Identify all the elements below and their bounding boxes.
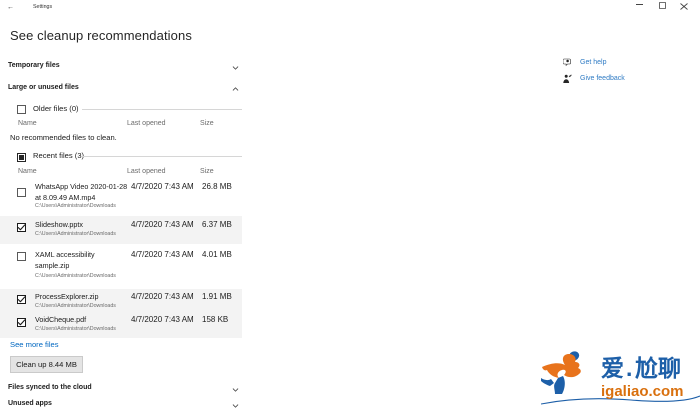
svg-text:igaliao.com: igaliao.com bbox=[601, 383, 684, 400]
svg-text:爱: 爱 bbox=[601, 355, 624, 381]
svg-text:尬聊: 尬聊 bbox=[635, 355, 681, 381]
svg-text:.: . bbox=[626, 355, 632, 381]
